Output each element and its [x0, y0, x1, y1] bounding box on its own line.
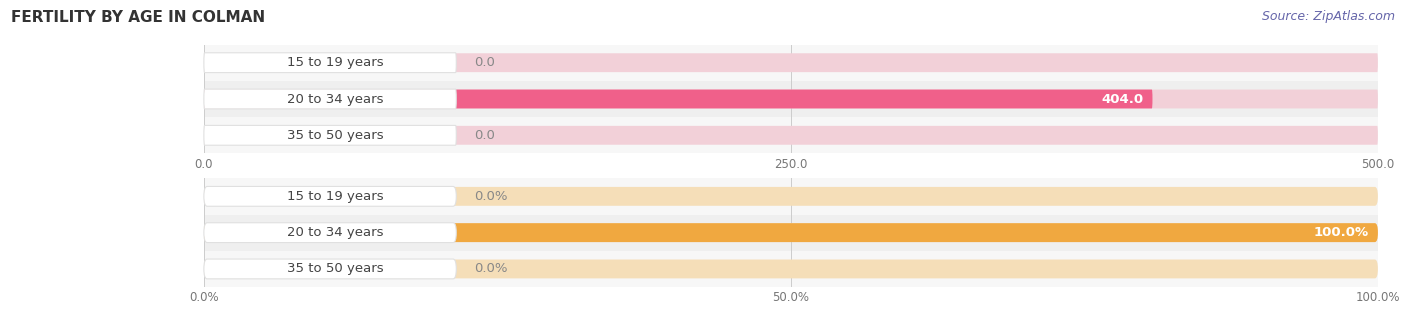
- Text: 0.0: 0.0: [474, 56, 495, 69]
- FancyBboxPatch shape: [204, 223, 1378, 242]
- FancyBboxPatch shape: [204, 89, 457, 109]
- Text: 35 to 50 years: 35 to 50 years: [287, 129, 384, 142]
- FancyBboxPatch shape: [204, 89, 1153, 109]
- Text: 0.0: 0.0: [474, 129, 495, 142]
- Text: 404.0: 404.0: [1101, 92, 1143, 106]
- Bar: [204, 214, 1378, 251]
- Text: 15 to 19 years: 15 to 19 years: [287, 190, 384, 203]
- Bar: [204, 251, 1378, 287]
- Text: FERTILITY BY AGE IN COLMAN: FERTILITY BY AGE IN COLMAN: [11, 10, 266, 25]
- Bar: [204, 81, 1378, 117]
- Text: 35 to 50 years: 35 to 50 years: [287, 262, 384, 276]
- Text: Source: ZipAtlas.com: Source: ZipAtlas.com: [1261, 10, 1395, 23]
- Text: 0.0%: 0.0%: [474, 262, 508, 276]
- FancyBboxPatch shape: [204, 89, 1378, 109]
- Bar: [204, 117, 1378, 153]
- Text: 100.0%: 100.0%: [1313, 226, 1368, 239]
- FancyBboxPatch shape: [204, 186, 457, 206]
- FancyBboxPatch shape: [204, 53, 1378, 72]
- Bar: [204, 178, 1378, 214]
- Text: 15 to 19 years: 15 to 19 years: [287, 56, 384, 69]
- Bar: [204, 45, 1378, 81]
- FancyBboxPatch shape: [204, 259, 457, 279]
- FancyBboxPatch shape: [204, 259, 1378, 279]
- Text: 20 to 34 years: 20 to 34 years: [287, 92, 384, 106]
- FancyBboxPatch shape: [204, 53, 457, 73]
- FancyBboxPatch shape: [204, 126, 1378, 145]
- FancyBboxPatch shape: [204, 187, 1378, 206]
- Text: 0.0%: 0.0%: [474, 190, 508, 203]
- FancyBboxPatch shape: [204, 223, 457, 243]
- FancyBboxPatch shape: [204, 125, 457, 145]
- Text: 20 to 34 years: 20 to 34 years: [287, 226, 384, 239]
- FancyBboxPatch shape: [204, 223, 1378, 242]
